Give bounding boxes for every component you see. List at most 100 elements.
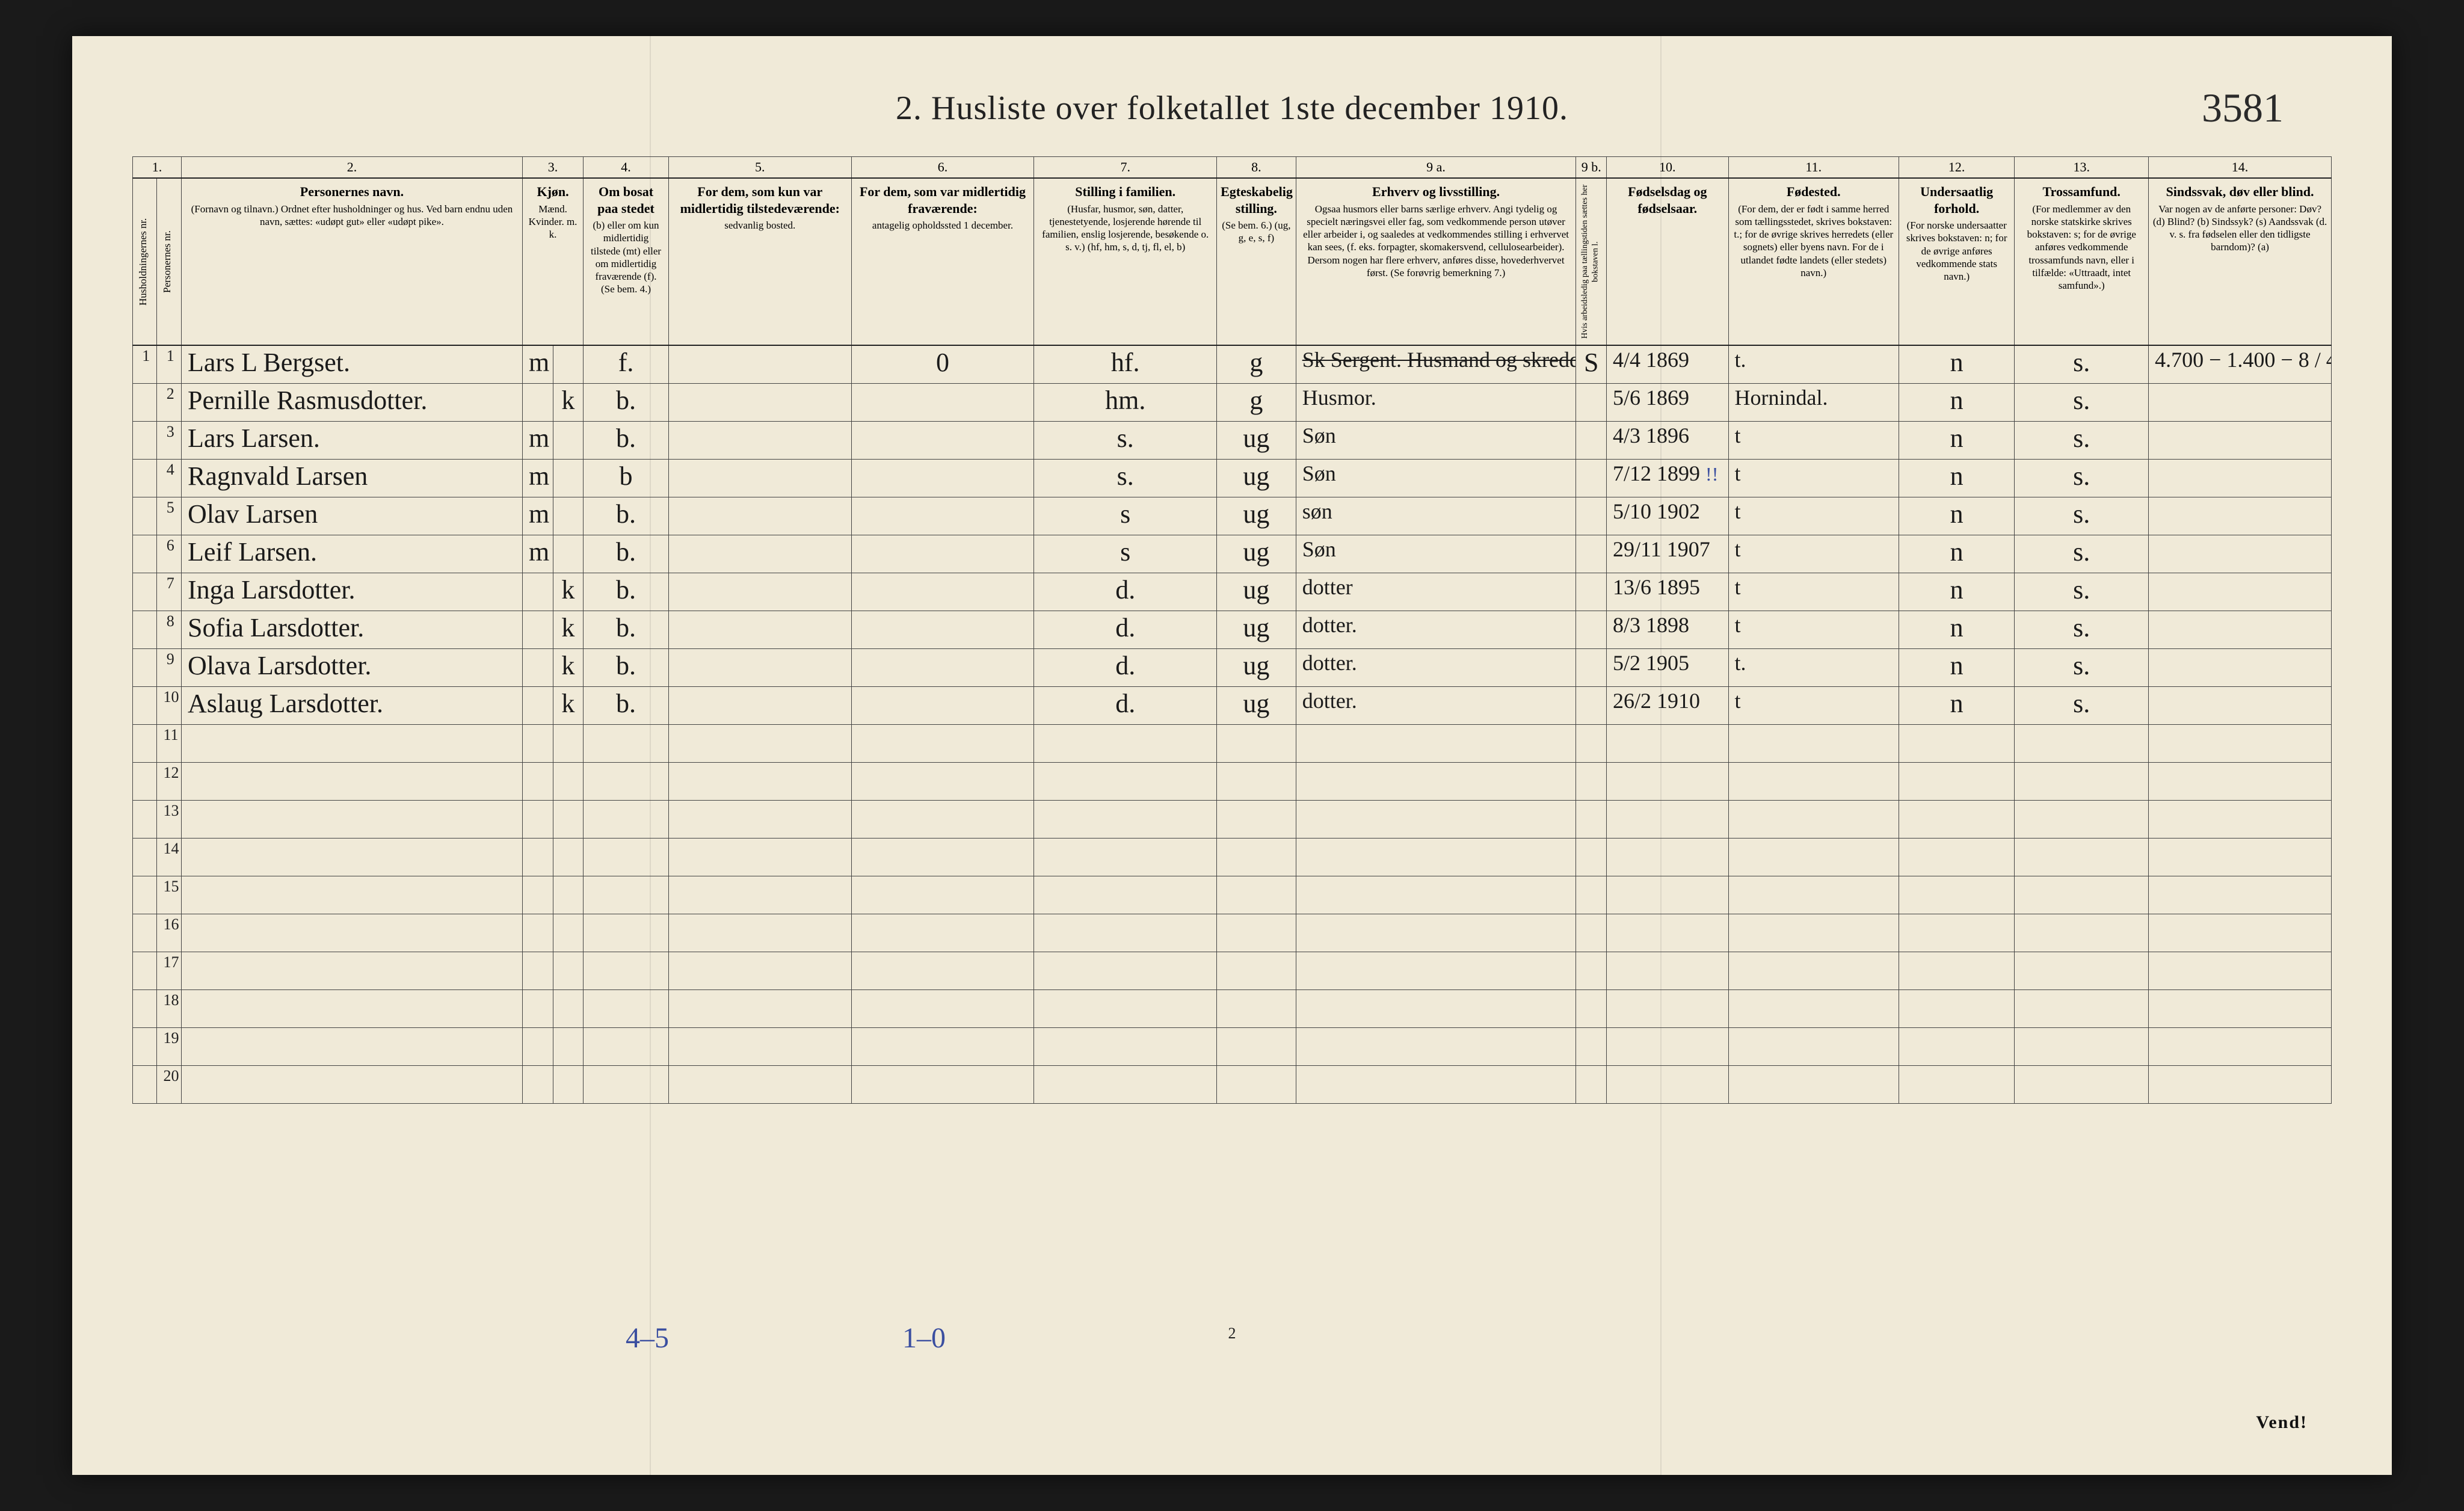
col-num: 2. [181,157,522,179]
cell-person-nr: 19 [157,1028,181,1066]
table-row: 4Ragnvald Larsenmbs.ugSøn7/12 1899 !!tns… [133,460,2332,497]
cell-birthdate: 8/3 1898 [1607,611,1728,649]
cell-person-nr: 5 [157,497,181,535]
cell-sex-m: m [522,497,553,535]
header-sex: Kjøn.Mænd. Kvinder. m. k. [522,178,583,345]
cell-birthplace: t [1728,611,1899,649]
cell-birthdate: 29/11 1907 [1607,535,1728,573]
cell-disability: 4.700 − 1.400 − 8 / 4.800 − 1.400 − 4 [2149,345,2332,384]
cell-family-position: d. [1034,687,1217,725]
cell-occupation: søn [1296,497,1576,535]
cell-family-position: d. [1034,573,1217,611]
cell-birthdate: 26/2 1910 [1607,687,1728,725]
cell-birthplace: t [1728,535,1899,573]
cell-residence: f. [584,345,669,384]
cell-religion: s. [2015,460,2149,497]
cell-occupation: dotter [1296,573,1576,611]
cell-sex-m [522,611,553,649]
cell-religion: s. [2015,611,2149,649]
cell-household-nr [133,1066,157,1104]
cell-disability [2149,422,2332,460]
cell-name: Aslaug Larsdotter. [181,687,522,725]
cell-c5 [668,573,851,611]
cell-marital: ug [1217,460,1296,497]
table-row: 9Olava Larsdotter.kb.d.ugdotter.5/2 1905… [133,649,2332,687]
cell-person-nr: 13 [157,801,181,839]
cell-name: Pernille Rasmusdotter. [181,384,522,422]
turn-page-note: Vend! [2256,1412,2308,1433]
cell-household-nr [133,763,157,801]
cell-family-position: hf. [1034,345,1217,384]
cell-person-nr: 12 [157,763,181,801]
cell-religion: s. [2015,422,2149,460]
cell-family-position: hm. [1034,384,1217,422]
cell-person-nr: 9 [157,649,181,687]
cell-family-position: d. [1034,611,1217,649]
header-temp-present: For dem, som kun var midlertidig tilsted… [668,178,851,345]
cell-c6 [851,573,1034,611]
cell-birthplace: t [1728,497,1899,535]
col-num: 1. [133,157,182,179]
cell-birthplace: t [1728,573,1899,611]
cell-marital: ug [1217,535,1296,573]
cell-household-nr [133,801,157,839]
cell-sex-m: m [522,460,553,497]
cell-birthdate: 13/6 1895 [1607,573,1728,611]
cell-disability [2149,611,2332,649]
cell-sex-k: k [553,649,584,687]
cell-c5 [668,384,851,422]
cell-birthplace: Hornindal. [1728,384,1899,422]
table-row: 8Sofia Larsdotter.kb.d.ugdotter.8/3 1898… [133,611,2332,649]
cell-residence: b. [584,573,669,611]
cell-person-nr: 17 [157,952,181,990]
header-birthplace: Fødested.(For dem, der er født i samme h… [1728,178,1899,345]
cell-person-nr: 6 [157,535,181,573]
cell-c5 [668,535,851,573]
cell-disability [2149,687,2332,725]
cell-nationality: n [1899,535,2015,573]
cell-religion: s. [2015,384,2149,422]
cell-household-nr [133,384,157,422]
cell-sex-m [522,384,553,422]
cell-birthplace: t [1728,422,1899,460]
cell-occupation: Søn [1296,422,1576,460]
header-marital: Egteskabelig stilling.(Se bem. 6.) (ug, … [1217,178,1296,345]
cell-person-nr: 11 [157,725,181,763]
cell-c6 [851,535,1034,573]
cell-unemployed [1576,573,1607,611]
cell-residence: b. [584,422,669,460]
table-row: 3Lars Larsen.mb.s.ugSøn4/3 1896tns. [133,422,2332,460]
cell-disability [2149,384,2332,422]
header-nationality: Undersaatlig forhold.(For norske undersa… [1899,178,2015,345]
col-num: 9 a. [1296,157,1576,179]
cell-c5 [668,611,851,649]
cell-family-position: d. [1034,649,1217,687]
cell-unemployed [1576,687,1607,725]
table-row: 7Inga Larsdotter.kb.d.ugdotter13/6 1895t… [133,573,2332,611]
col-num: 8. [1217,157,1296,179]
cell-family-position: s. [1034,422,1217,460]
cell-c5 [668,497,851,535]
col-num: 4. [584,157,669,179]
cell-household-nr [133,876,157,914]
cell-occupation: dotter. [1296,611,1576,649]
cell-nationality: n [1899,345,2015,384]
cell-marital: ug [1217,422,1296,460]
cell-occupation: Søn [1296,460,1576,497]
cell-household-nr [133,839,157,876]
cell-residence: b. [584,611,669,649]
cell-residence: b. [584,535,669,573]
cell-c6: 0 [851,345,1034,384]
cell-person-nr: 7 [157,573,181,611]
cell-sex-m: m [522,535,553,573]
col-num: 5. [668,157,851,179]
table-row-blank: 20 [133,1066,2332,1104]
cell-family-position: s [1034,535,1217,573]
col-num: 6. [851,157,1034,179]
col-num: 14. [2149,157,2332,179]
cell-birthplace: t [1728,460,1899,497]
header-name: Personernes navn.(Fornavn og tilnavn.) O… [181,178,522,345]
header-occupation: Erhverv og livsstilling.Ogsaa husmors el… [1296,178,1576,345]
cell-sex-k [553,535,584,573]
cell-nationality: n [1899,384,2015,422]
